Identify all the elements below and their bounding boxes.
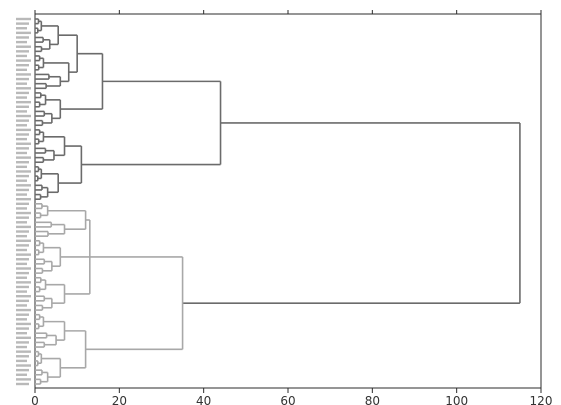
- leaf-label-mark: [16, 202, 29, 206]
- leaf-label-mark: [16, 281, 31, 284]
- x-axis-tick-labels: 0 20 40 60 80 100 120: [31, 394, 552, 405]
- x-tick-label: 120: [530, 394, 553, 405]
- leaf-label-mark: [16, 193, 27, 196]
- leaf-label-mark: [16, 285, 29, 289]
- leaf-label-mark: [16, 156, 31, 159]
- leaf-label-mark: [16, 207, 27, 210]
- plot-frame: [34, 13, 542, 389]
- leaf-label-mark: [16, 128, 31, 132]
- leaf-label-mark: [16, 216, 29, 219]
- leaf-label-mark: [16, 248, 27, 252]
- leaf-label-mark: [16, 142, 31, 145]
- leaf-label-mark: [16, 170, 31, 173]
- x-tick-label: 0: [31, 394, 39, 405]
- leaf-label-mark: [16, 124, 27, 127]
- x-tick-label: 60: [280, 394, 295, 405]
- leaf-label-mark: [16, 378, 31, 381]
- leaf-label-mark: [16, 114, 31, 118]
- leaf-label-mark: [16, 27, 27, 30]
- leaf-label-mark: [16, 276, 27, 279]
- x-tick-label: 20: [112, 394, 127, 405]
- leaf-label-mark: [16, 45, 31, 48]
- leaf-label-mark: [16, 40, 27, 44]
- leaf-label-mark: [16, 73, 31, 76]
- leaf-label-mark: [16, 221, 27, 224]
- leaf-label-mark: [16, 304, 27, 307]
- leaf-label-mark: [16, 341, 29, 344]
- leaf-label-mark: [16, 50, 29, 53]
- leaf-label-mark: [16, 225, 31, 229]
- leaf-label-mark: [16, 147, 29, 150]
- leaf-label-mark: [16, 299, 29, 303]
- leaf-label-mark: [16, 345, 27, 349]
- leaf-label-mark: [16, 382, 29, 386]
- plot-border: [34, 13, 542, 389]
- leaf-labels: [16, 17, 31, 386]
- leaf-label-mark: [16, 368, 29, 372]
- leaf-label-mark: [16, 211, 31, 215]
- leaf-label-mark: [16, 77, 29, 81]
- x-tick-label: 40: [196, 394, 211, 405]
- x-tick-label: 100: [445, 394, 468, 405]
- leaf-label-mark: [16, 355, 29, 358]
- leaf-label-mark: [16, 364, 31, 367]
- leaf-label-mark: [16, 133, 29, 136]
- leaf-label-mark: [16, 36, 29, 39]
- leaf-label-mark: [16, 262, 27, 266]
- leaf-label-mark: [16, 100, 31, 104]
- leaf-label-mark: [16, 197, 31, 201]
- leaf-label-mark: [16, 359, 27, 363]
- leaf-label-mark: [16, 350, 31, 353]
- leaf-label-mark: [16, 31, 31, 35]
- leaf-label-mark: [16, 290, 27, 293]
- leaf-label-mark: [16, 267, 31, 270]
- leaf-label-mark: [16, 327, 29, 330]
- leaf-label-mark: [16, 322, 31, 326]
- leaf-label-mark: [16, 82, 27, 85]
- leaf-label-mark: [16, 151, 27, 155]
- leaf-label-mark: [16, 96, 27, 99]
- x-tick-label: 80: [365, 394, 380, 405]
- leaf-label-mark: [16, 105, 29, 108]
- leaf-label-mark: [16, 253, 31, 256]
- leaf-label-mark: [16, 87, 31, 90]
- x-axis-ticks: [34, 10, 542, 393]
- leaf-label-mark: [16, 137, 27, 141]
- leaf-label-mark: [16, 22, 29, 25]
- leaf-label-mark: [16, 91, 29, 95]
- leaf-label-mark: [16, 373, 27, 376]
- leaf-label-mark: [16, 230, 29, 233]
- leaf-label-mark: [16, 318, 27, 321]
- leaf-label-mark: [16, 165, 27, 169]
- leaf-label-mark: [16, 119, 29, 122]
- leaf-label-mark: [16, 308, 31, 312]
- dendrogram-branches: [35, 18, 521, 385]
- leaf-label-mark: [16, 54, 27, 58]
- leaf-label-mark: [16, 161, 29, 164]
- leaf-label-mark: [16, 64, 29, 67]
- leaf-label-mark: [16, 239, 31, 242]
- leaf-label-mark: [16, 336, 31, 339]
- leaf-label-mark: [16, 59, 31, 62]
- leaf-label-mark: [16, 331, 27, 335]
- leaf-label-mark: [16, 174, 29, 178]
- leaf-label-mark: [16, 110, 27, 113]
- leaf-label-mark: [16, 244, 29, 247]
- leaf-label-mark: [16, 295, 31, 298]
- leaf-label-mark: [16, 68, 27, 72]
- leaf-label-mark: [16, 234, 27, 238]
- leaf-label-mark: [16, 184, 31, 187]
- leaf-label-mark: [16, 179, 27, 182]
- leaf-label-mark: [16, 17, 31, 21]
- leaf-label-mark: [16, 271, 29, 275]
- leaf-label-mark: [16, 313, 29, 316]
- leaf-label-mark: [16, 258, 29, 261]
- leaf-label-mark: [16, 188, 29, 192]
